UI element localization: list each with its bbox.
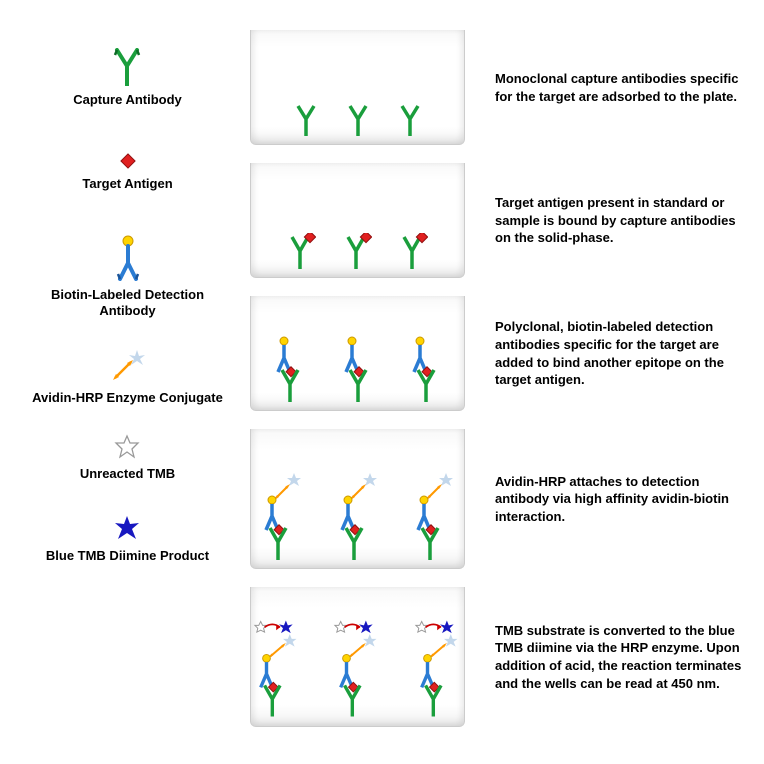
legend-label: Unreacted TMB xyxy=(80,466,175,482)
well-step-2 xyxy=(250,163,465,278)
detection-antibody-icon xyxy=(113,235,143,281)
avidin-hrp-icon xyxy=(107,350,147,384)
legend-blue-tmb: Blue TMB Diimine Product xyxy=(46,514,209,564)
well-step-1 xyxy=(250,30,465,145)
elisa-diagram: Capture Antibody Target Antigen Biotin-L… xyxy=(0,0,764,757)
legend-unreacted-tmb: Unreacted TMB xyxy=(80,434,175,482)
legend-label: Blue TMB Diimine Product xyxy=(46,548,209,564)
legend-label: Biotin-Labeled Detection Antibody xyxy=(30,287,225,318)
blue-tmb-icon xyxy=(113,514,141,542)
wells-column xyxy=(250,30,470,727)
step-3-description: Polyclonal, biotin-labeled detection ant… xyxy=(495,296,755,411)
step-4-description: Avidin-HRP attaches to detection antibod… xyxy=(495,429,755,569)
well-step-5 xyxy=(250,587,465,727)
legend-detection-antibody: Biotin-Labeled Detection Antibody xyxy=(30,235,225,318)
legend-target-antigen: Target Antigen xyxy=(82,152,172,192)
target-antigen-icon xyxy=(119,152,137,170)
capture-antibody-icon xyxy=(112,48,142,86)
descriptions-column: Monoclonal capture antibodies specific f… xyxy=(495,30,755,727)
step-1-description: Monoclonal capture antibodies specific f… xyxy=(495,30,755,145)
unreacted-tmb-icon xyxy=(114,434,140,460)
well-step-4 xyxy=(250,429,465,569)
well-step-3 xyxy=(250,296,465,411)
legend-avidin-hrp: Avidin-HRP Enzyme Conjugate xyxy=(32,350,223,406)
legend-column: Capture Antibody Target Antigen Biotin-L… xyxy=(30,30,225,727)
legend-label: Target Antigen xyxy=(82,176,172,192)
legend-capture-antibody: Capture Antibody xyxy=(73,48,182,108)
legend-label: Avidin-HRP Enzyme Conjugate xyxy=(32,390,223,406)
step-5-description: TMB substrate is converted to the blue T… xyxy=(495,587,755,727)
step-2-description: Target antigen present in standard or sa… xyxy=(495,163,755,278)
legend-label: Capture Antibody xyxy=(73,92,182,108)
